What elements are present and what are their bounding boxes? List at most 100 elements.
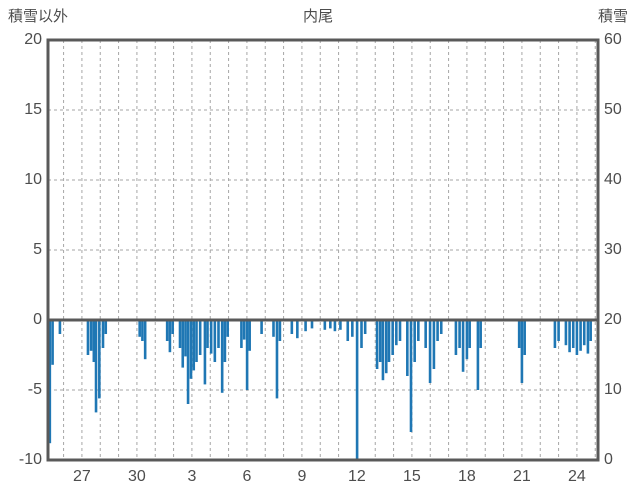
bar [589, 320, 592, 341]
bar [240, 320, 243, 348]
bar [260, 320, 263, 334]
left-axis-tick-label: 15 [24, 101, 42, 118]
bar [517, 320, 521, 348]
bar [223, 320, 227, 362]
bar [296, 320, 299, 339]
bar [582, 320, 586, 346]
x-axis-tick-label: 6 [242, 468, 252, 485]
bar [428, 320, 432, 383]
bar [275, 320, 279, 399]
bar [439, 320, 443, 334]
left-axis-tick-label: -5 [27, 381, 42, 398]
x-axis-tick-label: 21 [513, 468, 531, 485]
bar [413, 320, 416, 362]
bar [141, 320, 144, 341]
right-axis-tick-label: 10 [604, 381, 622, 398]
left-axis-tick-label: 0 [33, 311, 42, 328]
bar [203, 320, 207, 385]
bar [520, 320, 524, 383]
bar [355, 320, 359, 460]
bar [579, 320, 582, 351]
bar [226, 320, 229, 337]
right-axis-tick-label: 40 [604, 171, 622, 188]
bar [575, 320, 579, 355]
bar [424, 320, 427, 348]
bar [178, 320, 182, 348]
bar [206, 320, 209, 348]
bar [165, 320, 169, 341]
bar [329, 320, 332, 329]
bar [189, 320, 193, 379]
chart-title: 内尾 [302, 8, 333, 25]
bar [465, 320, 469, 360]
bar [242, 320, 246, 340]
bar [198, 320, 202, 355]
bar [186, 320, 190, 404]
bar [553, 320, 557, 348]
bar [458, 320, 461, 348]
bar [304, 320, 307, 332]
bar [323, 320, 327, 330]
bar [351, 320, 354, 337]
bar [476, 320, 480, 390]
bar [195, 320, 198, 362]
bar [220, 320, 224, 393]
bar [406, 320, 409, 376]
bar [290, 320, 294, 334]
right-axis-tick-label: 50 [604, 101, 622, 118]
bar [398, 320, 402, 341]
bar [104, 320, 108, 334]
bar [86, 320, 90, 355]
bar [209, 320, 213, 354]
bar [360, 320, 363, 348]
plot-frame [46, 38, 600, 462]
bar [436, 320, 439, 341]
bar [571, 320, 575, 348]
x-axis-tick-label: 15 [403, 468, 421, 485]
bar [523, 320, 526, 355]
bar [248, 320, 251, 351]
bar [192, 320, 196, 371]
bar [58, 320, 62, 334]
bar [557, 320, 560, 341]
bar [468, 320, 471, 348]
bar [184, 320, 187, 357]
bar [278, 320, 282, 341]
left-axis-tick-label: 10 [24, 171, 42, 188]
bar [417, 320, 420, 341]
bar [101, 320, 105, 348]
bar [378, 320, 382, 362]
bar [272, 320, 275, 337]
bar [375, 320, 379, 369]
right-axis-tick-label: 20 [604, 311, 622, 328]
bar [213, 320, 217, 362]
bar [181, 320, 185, 368]
bar [432, 320, 436, 369]
bar [310, 320, 314, 329]
bar [138, 320, 141, 337]
left-axis-title: 積雪以外 [8, 8, 69, 25]
bar [339, 320, 342, 330]
bar [92, 320, 96, 362]
bar [391, 320, 394, 355]
bar [346, 320, 350, 341]
bar [143, 320, 147, 360]
right-axis-title: 積雪 [597, 8, 628, 25]
bar [94, 320, 98, 413]
right-axis-tick-label: 60 [604, 31, 622, 48]
x-axis-tick-label: 12 [348, 468, 366, 485]
bar [51, 320, 54, 365]
bar [168, 320, 172, 353]
bar [89, 320, 93, 351]
left-axis-tick-label: 20 [24, 31, 42, 48]
bar [48, 320, 52, 444]
bar [384, 320, 388, 374]
bar [454, 320, 458, 355]
bar [171, 320, 174, 334]
bar [568, 320, 571, 353]
bar [586, 320, 590, 354]
right-axis-tick-label: 0 [604, 451, 613, 468]
x-axis-tick-label: 24 [568, 468, 586, 485]
